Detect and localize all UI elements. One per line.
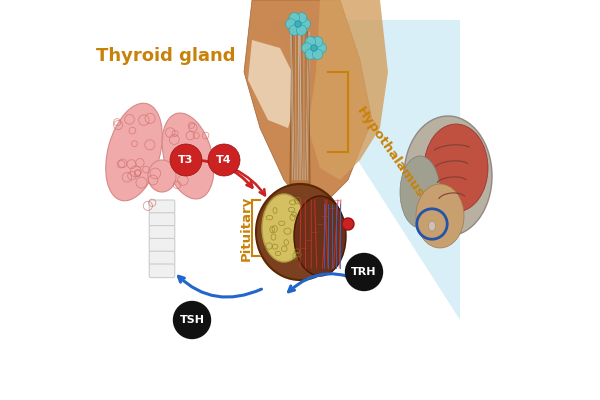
Ellipse shape bbox=[416, 184, 464, 248]
Circle shape bbox=[289, 25, 299, 36]
Circle shape bbox=[311, 45, 317, 51]
Circle shape bbox=[342, 218, 354, 230]
Circle shape bbox=[286, 19, 296, 29]
Circle shape bbox=[300, 19, 310, 29]
Text: T3: T3 bbox=[178, 155, 194, 165]
Circle shape bbox=[296, 25, 307, 36]
Polygon shape bbox=[244, 0, 372, 208]
Text: T4: T4 bbox=[216, 155, 232, 165]
Circle shape bbox=[305, 49, 316, 60]
Circle shape bbox=[173, 301, 211, 339]
Ellipse shape bbox=[162, 113, 214, 199]
Text: Hypothalamus: Hypothalamus bbox=[354, 104, 426, 200]
Polygon shape bbox=[290, 32, 310, 184]
Circle shape bbox=[305, 36, 316, 47]
Circle shape bbox=[302, 43, 312, 53]
Ellipse shape bbox=[294, 196, 346, 276]
Circle shape bbox=[296, 12, 307, 23]
Ellipse shape bbox=[106, 103, 162, 201]
Circle shape bbox=[313, 36, 323, 47]
Text: TSH: TSH bbox=[179, 315, 205, 325]
Ellipse shape bbox=[262, 194, 306, 262]
Ellipse shape bbox=[256, 184, 344, 280]
Text: Pituitary: Pituitary bbox=[239, 195, 253, 261]
Ellipse shape bbox=[148, 160, 176, 192]
Ellipse shape bbox=[404, 116, 492, 236]
FancyBboxPatch shape bbox=[149, 200, 175, 214]
FancyBboxPatch shape bbox=[149, 264, 175, 278]
Ellipse shape bbox=[428, 221, 436, 231]
FancyBboxPatch shape bbox=[149, 226, 175, 239]
FancyBboxPatch shape bbox=[149, 238, 175, 252]
Ellipse shape bbox=[400, 156, 440, 228]
Text: TRH: TRH bbox=[351, 267, 377, 277]
Circle shape bbox=[345, 253, 383, 291]
Circle shape bbox=[170, 144, 202, 176]
Polygon shape bbox=[248, 40, 300, 128]
Circle shape bbox=[295, 21, 301, 27]
Circle shape bbox=[316, 43, 326, 53]
FancyBboxPatch shape bbox=[149, 213, 175, 226]
FancyBboxPatch shape bbox=[149, 251, 175, 265]
Circle shape bbox=[208, 144, 240, 176]
Polygon shape bbox=[268, 20, 460, 320]
Text: Thyroid gland: Thyroid gland bbox=[96, 47, 236, 65]
Ellipse shape bbox=[424, 124, 488, 212]
Circle shape bbox=[313, 49, 323, 60]
Circle shape bbox=[289, 12, 299, 23]
Polygon shape bbox=[308, 0, 388, 180]
